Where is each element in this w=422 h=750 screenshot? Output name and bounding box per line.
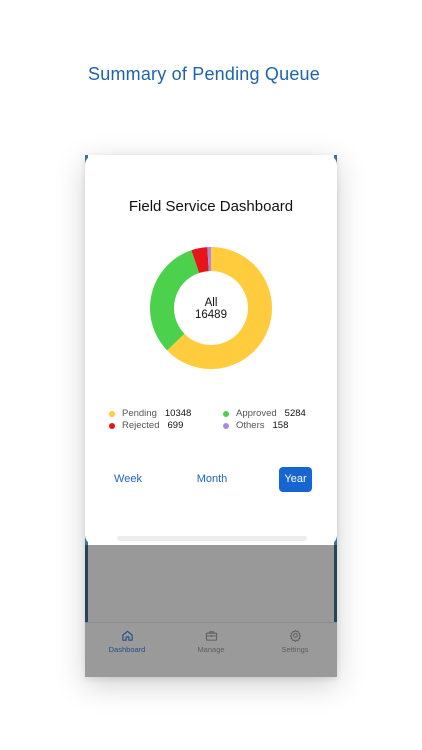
horizontal-scroll-indicator[interactable] <box>117 536 307 541</box>
legend-dot-approved <box>223 410 229 417</box>
status-donut-chart[interactable] <box>150 247 272 369</box>
legend-count: 5284 <box>284 408 306 419</box>
legend-label: Others <box>236 420 265 431</box>
home-icon <box>121 630 133 641</box>
donut-center-total: All 16489 <box>186 297 236 321</box>
page-headline: Summary of Pending Queue <box>88 64 320 84</box>
legend-label: Rejected <box>122 420 160 431</box>
bottom-tab-bar: Dashboard Manage Setti <box>85 622 337 677</box>
legend-item-approved: Approved 5284 <box>223 408 306 419</box>
legend-count: 699 <box>167 420 184 431</box>
donut-center-label: All <box>204 297 218 309</box>
donut-slice-pending[interactable] <box>167 247 272 369</box>
tab-label: Manage <box>197 645 225 654</box>
tab-month[interactable]: Month <box>196 473 228 485</box>
time-range-tabs: Week Month Year <box>85 467 337 493</box>
tab-week[interactable]: Week <box>114 473 142 485</box>
donut-slice-rejected[interactable] <box>191 247 209 273</box>
dashboard-title: Field Service Dashboard <box>128 198 294 215</box>
tab-label: Settings <box>281 645 309 654</box>
legend-item-pending: Pending 10348 <box>109 408 191 419</box>
phone-screen: Field Service Dashboard All 16489 Pendin… <box>85 155 337 677</box>
donut-slice-approved[interactable] <box>150 250 200 351</box>
donut-center-value: 16489 <box>195 309 227 321</box>
legend-dot-pending <box>109 410 115 417</box>
donut-slice-others[interactable] <box>207 247 211 272</box>
legend-dot-rejected <box>109 422 115 429</box>
legend-dot-others <box>223 422 229 429</box>
tab-label: Dashboard <box>108 645 146 654</box>
tab-manage[interactable]: Manage <box>169 623 253 677</box>
tab-year[interactable]: Year <box>279 467 312 492</box>
tab-dashboard[interactable]: Dashboard <box>85 623 169 677</box>
legend-label: Approved <box>236 408 277 419</box>
legend-item-rejected: Rejected 699 <box>109 420 183 431</box>
dashboard-card: Field Service Dashboard All 16489 Pendin… <box>85 155 337 545</box>
legend-count: 158 <box>272 420 289 431</box>
tab-settings[interactable]: Settings <box>253 623 337 677</box>
legend-item-others: Others 158 <box>223 420 288 431</box>
briefcase-icon <box>205 631 217 641</box>
gear-icon <box>289 629 301 642</box>
legend-count: 10348 <box>164 408 192 419</box>
legend-label: Pending <box>122 408 157 419</box>
